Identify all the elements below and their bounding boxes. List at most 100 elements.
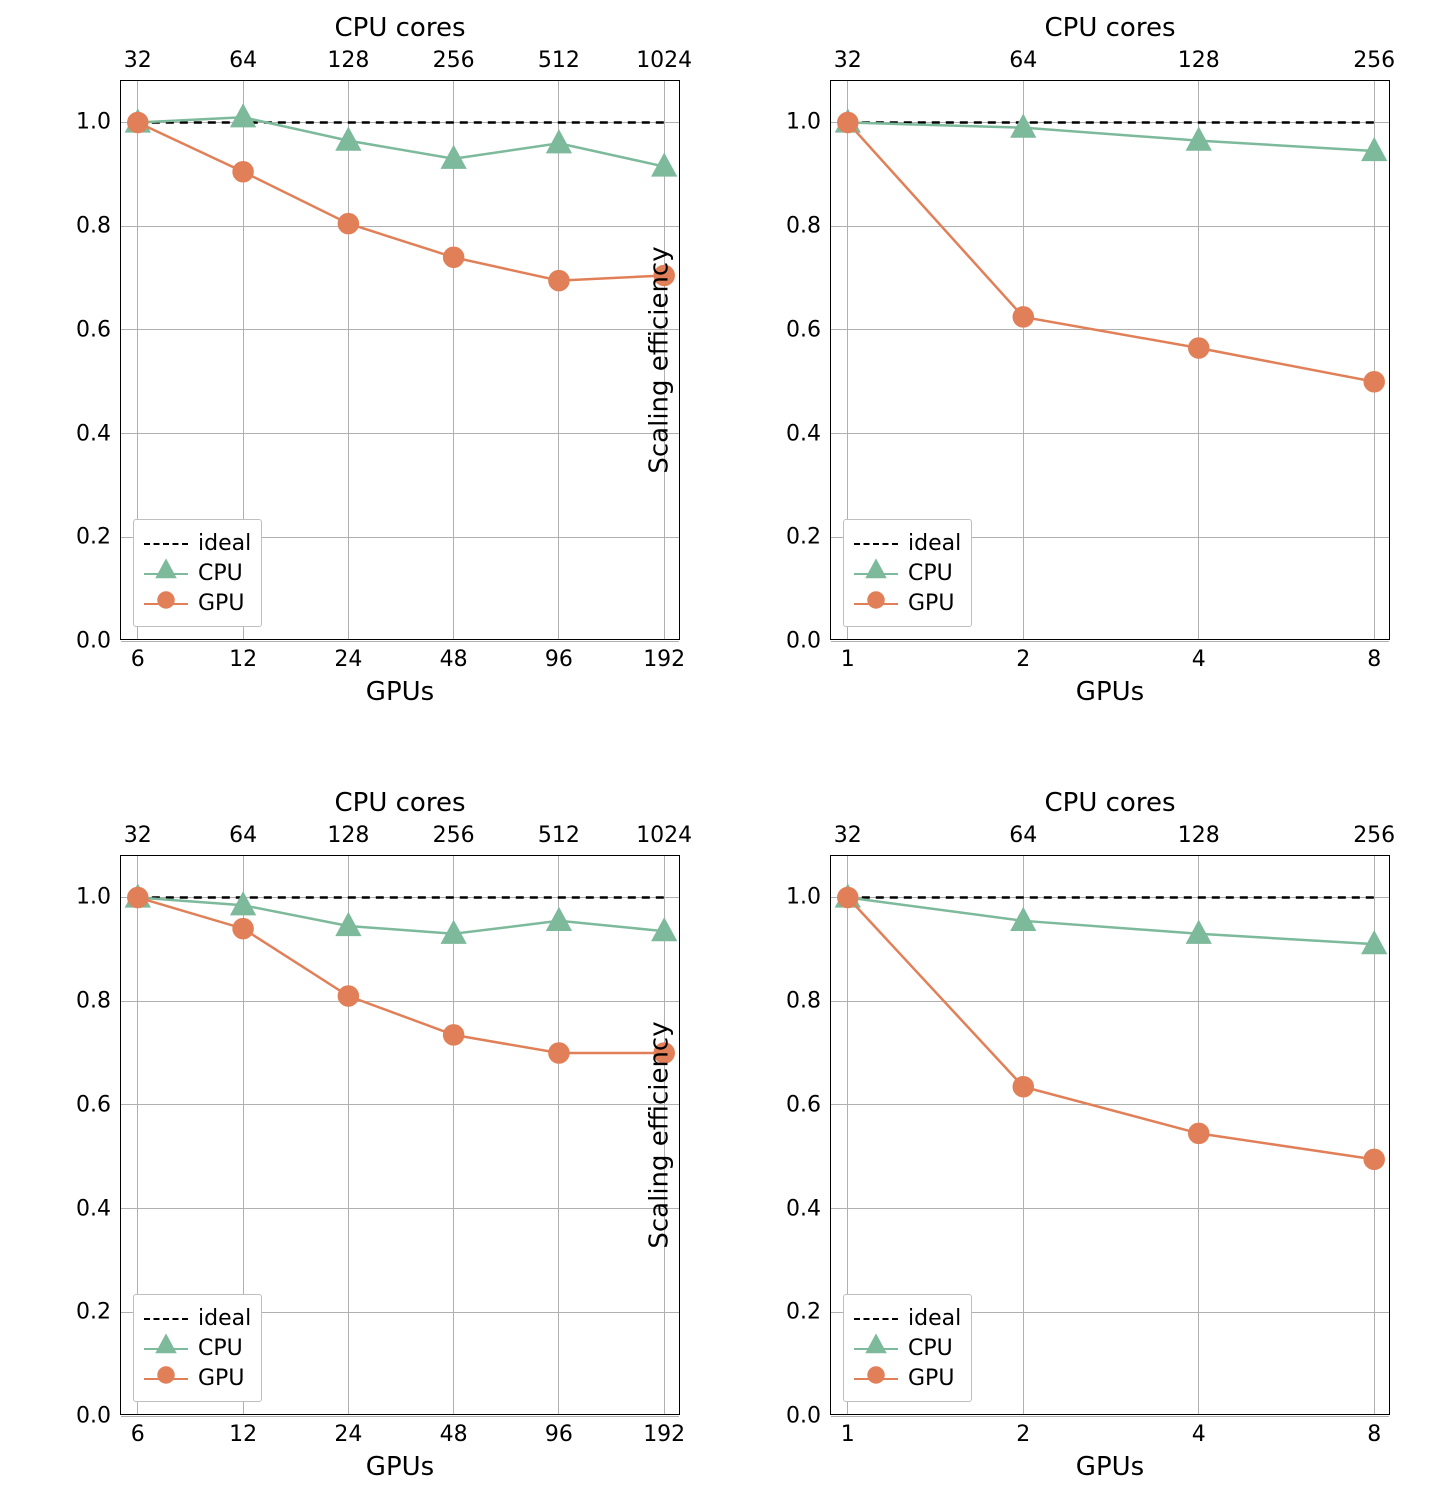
cpu-swatch [144,1338,188,1358]
y-label: Scaling efficiency [644,246,674,473]
legend-item-cpu: CPU [854,1333,961,1363]
gridline-h [121,1001,679,1002]
x-bottom-tick: 4 [1192,1422,1206,1447]
y-tick: 0.6 [76,1092,111,1117]
plot-tl: 632126424128482569651219210240.00.20.40.… [120,80,680,640]
ideal-swatch [854,533,898,553]
y-tick: 0.2 [786,525,821,550]
x-bottom-tick: 24 [334,647,362,672]
gridline-h [831,1104,1389,1105]
x-top-label: CPU cores [335,13,466,43]
gridline-h [121,897,679,898]
gridline-v [1023,81,1024,639]
cpu-swatch [854,563,898,583]
gridline-v [1198,856,1199,1414]
legend-label-cpu: CPU [908,1336,953,1361]
x-top-label: CPU cores [1045,13,1176,43]
x-top-tick: 128 [327,823,369,848]
x-bottom-tick: 12 [229,647,257,672]
legend: ideal CPU GPU [843,1294,972,1402]
legend-label-gpu: GPU [908,1366,954,1391]
x-top-tick: 512 [538,48,580,73]
y-tick: 1.0 [786,110,821,135]
y-tick: 0.6 [786,317,821,342]
legend-label-ideal: ideal [198,531,251,556]
x-top-tick: 64 [229,823,257,848]
gridline-h [831,1208,1389,1209]
x-bottom-tick: 1 [841,647,855,672]
gridline-h [831,897,1389,898]
x-bottom-tick: 8 [1367,1422,1381,1447]
x-bottom-label: GPUs [366,677,434,707]
x-top-tick: 256 [1353,823,1395,848]
x-bottom-tick: 192 [643,1422,685,1447]
gridline-h [831,433,1389,434]
legend-item-gpu: GPU [854,1363,961,1393]
x-bottom-tick: 2 [1016,1422,1030,1447]
legend-label-cpu: CPU [198,1336,243,1361]
y-tick: 1.0 [76,110,111,135]
y-tick: 0.6 [76,317,111,342]
gridline-h [121,433,679,434]
y-tick: 0.2 [76,1300,111,1325]
legend-label-ideal: ideal [198,1306,251,1331]
y-tick: 0.2 [786,1300,821,1325]
legend-label-gpu: GPU [198,1366,244,1391]
legend-item-cpu: CPU [144,1333,251,1363]
gpu-swatch [854,1368,898,1388]
plot-tr: 132264412882560.00.20.40.60.81.0GPUsCPU … [830,80,1390,640]
x-bottom-label: GPUs [1076,1452,1144,1482]
y-tick: 0.0 [786,629,821,654]
gridline-h [121,1208,679,1209]
y-tick: 0.0 [76,1404,111,1429]
gridline-v [453,856,454,1414]
legend: ideal CPU GPU [133,1294,262,1402]
gridline-h [121,1104,679,1105]
gridline-v [1374,856,1375,1414]
y-tick: 1.0 [76,885,111,910]
gridline-h [831,1001,1389,1002]
y-label: Scaling efficiency [644,1021,674,1248]
y-tick: 0.8 [786,989,821,1014]
legend-item-ideal: ideal [854,528,961,558]
gridline-h [831,641,1389,642]
figure: 632126424128482569651219210240.00.20.40.… [0,0,1437,1503]
legend-label-cpu: CPU [198,561,243,586]
x-bottom-label: GPUs [366,1452,434,1482]
x-top-tick: 32 [834,823,862,848]
x-bottom-tick: 96 [545,1422,573,1447]
x-top-tick: 32 [124,48,152,73]
gridline-h [831,226,1389,227]
gridline-h [831,1416,1389,1417]
legend-item-cpu: CPU [854,558,961,588]
cpu-swatch [144,563,188,583]
y-tick: 0.4 [76,1196,111,1221]
gridline-v [1374,81,1375,639]
x-top-tick: 256 [1353,48,1395,73]
legend: ideal CPU GPU [133,519,262,627]
gridline-v [348,81,349,639]
x-bottom-tick: 2 [1016,647,1030,672]
gridline-v [1198,81,1199,639]
x-bottom-tick: 12 [229,1422,257,1447]
legend-label-gpu: GPU [908,591,954,616]
x-top-tick: 128 [1178,48,1220,73]
x-bottom-tick: 96 [545,647,573,672]
ideal-swatch [854,1308,898,1328]
legend: idealCPU GPU [843,519,972,627]
x-bottom-tick: 48 [440,647,468,672]
y-tick: 0.4 [76,421,111,446]
legend-label-ideal: ideal [908,1306,961,1331]
legend-item-ideal: ideal [144,528,251,558]
x-top-tick: 512 [538,823,580,848]
x-bottom-tick: 24 [334,1422,362,1447]
x-bottom-tick: 192 [643,647,685,672]
gridline-v [1023,856,1024,1414]
gridline-h [121,641,679,642]
legend-label-gpu: GPU [198,591,244,616]
legend-item-ideal: ideal [854,1303,961,1333]
gridline-h [121,1416,679,1417]
legend-label-ideal: ideal [908,531,961,556]
gridline-h [121,122,679,123]
y-tick: 0.4 [786,421,821,446]
